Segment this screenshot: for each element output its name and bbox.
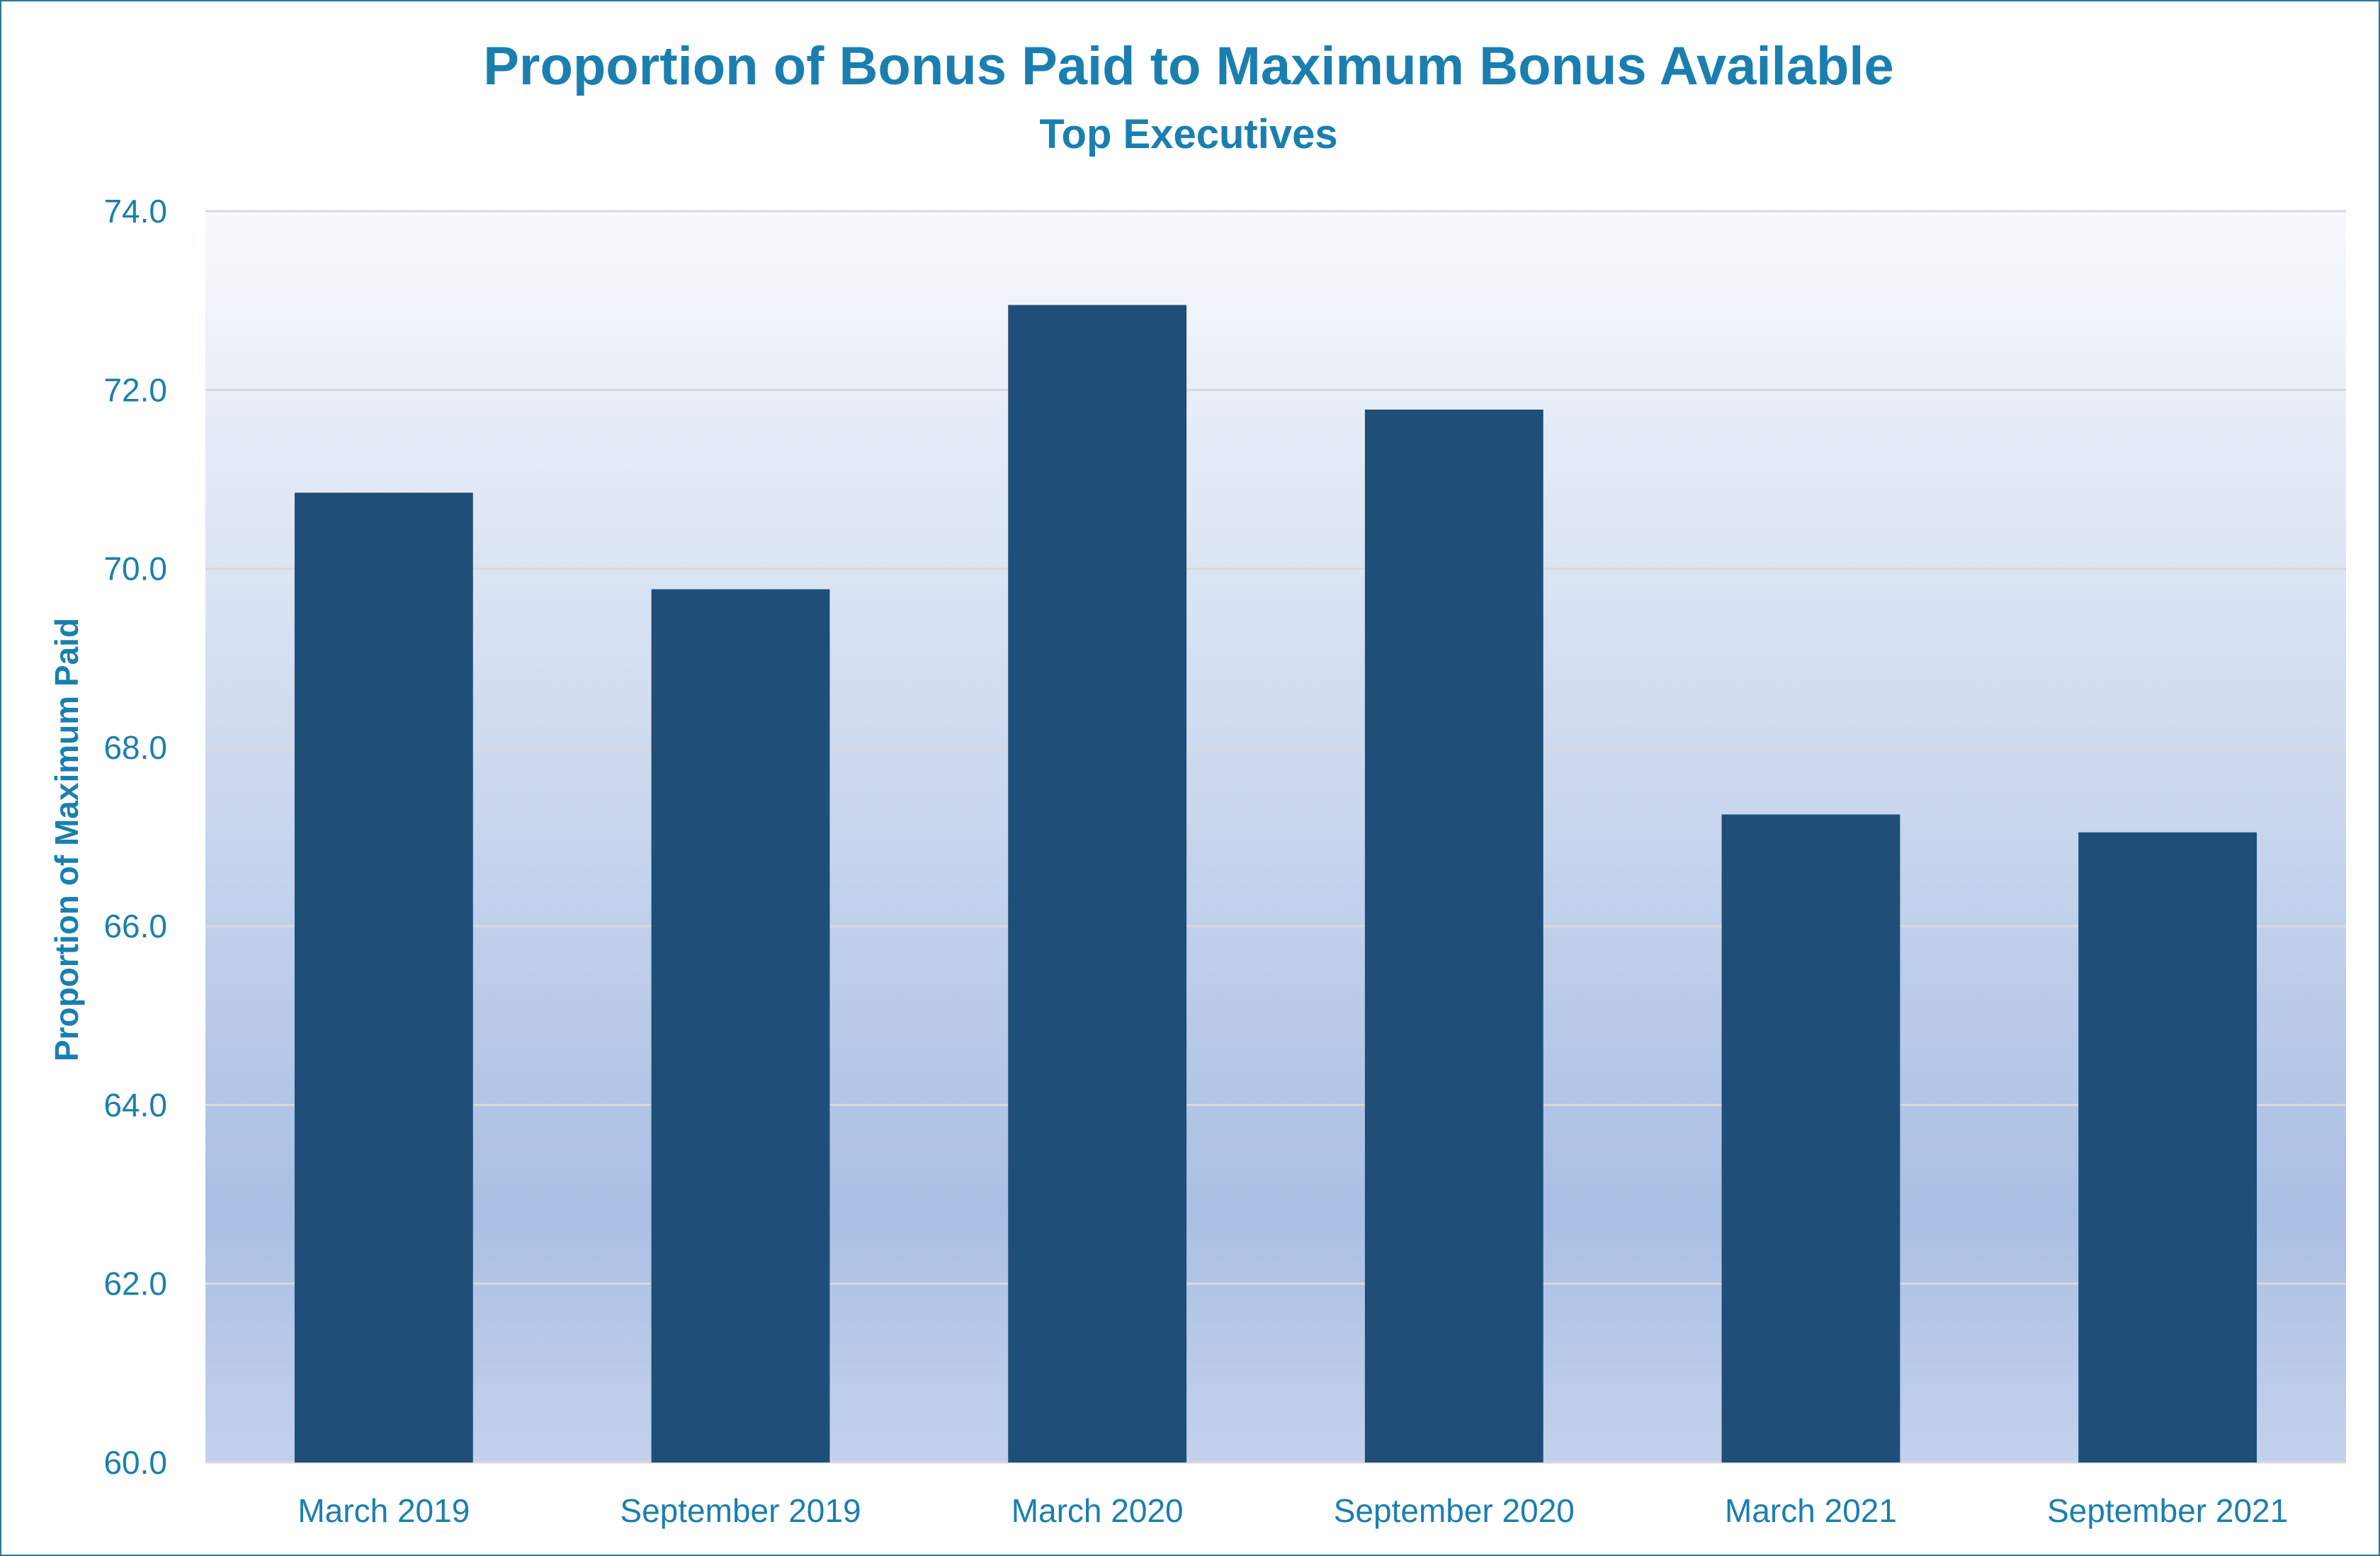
bar	[1721, 814, 1900, 1462]
x-axis-tick-labels: March 2019 September 2019 March 2020 Septem…	[298, 1492, 2288, 1529]
x-tick-label: March 2019	[298, 1492, 470, 1529]
y-tick-label: 64.0	[103, 1086, 167, 1123]
bar	[1364, 410, 1543, 1463]
gridlines	[205, 210, 2346, 1464]
x-tick-label: September 2020	[1334, 1492, 1575, 1529]
chart-title: Proportion of Bonus Paid to Maximum Bonu…	[483, 36, 1894, 96]
bar	[1008, 305, 1187, 1463]
y-axis-tick-labels: 60.0 62.0 64.0 66.0 68.0 70.0 72.0 74.0	[103, 193, 167, 1481]
bar	[294, 492, 473, 1462]
y-tick-label: 62.0	[103, 1265, 167, 1302]
x-tick-label: March 2021	[1725, 1492, 1897, 1529]
y-tick-label: 74.0	[103, 193, 167, 230]
y-axis-title: Proportion of Maximum Paid	[48, 618, 85, 1061]
y-tick-label: 70.0	[103, 551, 167, 587]
bar	[651, 589, 830, 1463]
x-tick-label: September 2021	[2047, 1492, 2288, 1529]
x-tick-label: March 2020	[1012, 1492, 1184, 1529]
chart-subtitle: Top Executives	[1039, 111, 1338, 157]
y-tick-label: 66.0	[103, 908, 167, 945]
y-tick-label: 72.0	[103, 371, 167, 408]
y-tick-label: 68.0	[103, 729, 167, 766]
x-tick-label: September 2019	[620, 1492, 861, 1529]
bars	[294, 305, 2257, 1463]
plot-area	[205, 211, 2346, 1462]
y-tick-label: 60.0	[103, 1444, 167, 1481]
bar	[2078, 832, 2257, 1462]
